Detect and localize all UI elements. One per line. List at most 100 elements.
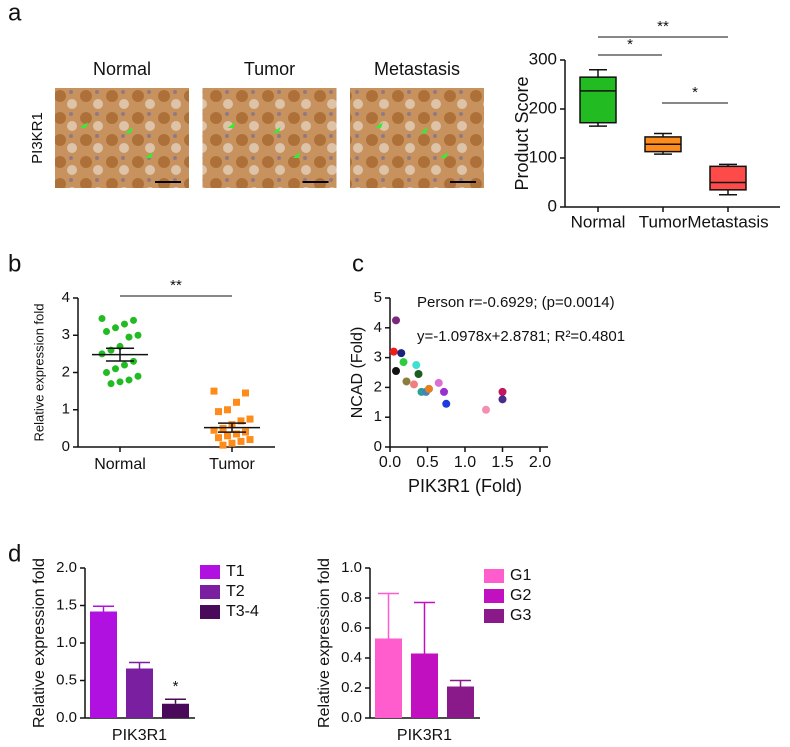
point [219,441,227,449]
point [98,314,106,322]
point [498,395,507,404]
point [224,406,231,414]
legend-swatch [484,609,504,623]
point [210,426,218,434]
point [389,347,398,356]
bar [162,703,189,718]
panel-letter: a [8,0,22,26]
y-tick-label: 0.2 [341,679,362,696]
y-tick-label: 4 [62,289,70,306]
x-tick-label: 0.0 [379,454,401,471]
arrow [80,122,88,128]
y-tick-label: 0.6 [341,619,362,636]
point [482,405,490,414]
y-tick-label: 0 [374,438,382,455]
y-tick-label: 4 [374,319,382,336]
arrow [420,127,428,133]
point [130,316,137,324]
y-axis-title: Relative expression fold [31,558,48,728]
point [103,328,110,336]
x-tick-label: PIK3R1 [397,727,452,744]
arrow [375,122,383,128]
x-axis-title: PIK3R1 (Fold) [408,476,522,496]
point [237,417,245,425]
legend-label: G2 [510,587,531,604]
point [237,437,245,445]
y-tick-label: 2 [374,378,382,395]
legend-swatch [484,569,504,583]
x-tick-label: 2.0 [529,454,551,471]
point [121,361,128,369]
x-tick-label: Tumor [639,212,688,231]
y-tick-label: 5 [374,289,382,306]
y-axis-title: Relative expression fold [316,558,333,728]
point [210,387,218,395]
bar [411,653,438,718]
point [414,369,423,378]
y-tick-label: 0.0 [56,709,77,726]
x-tick-label: Normal [94,456,146,473]
stat-annotation: y=-1.0978x+2.8781; R²=0.4801 [417,328,625,345]
bar [375,638,402,718]
image-row-label: PI3KR1 [29,112,46,164]
y-tick-label: 3 [374,349,382,366]
legend-swatch [200,605,220,619]
point [410,380,418,389]
y-tick-label: 3 [62,326,70,343]
arrow [125,127,133,133]
point [442,399,451,408]
point [397,349,406,358]
point [228,439,236,447]
point [215,408,222,416]
bar [447,686,474,718]
legend-swatch [200,565,220,579]
micrograph [202,88,337,188]
y-tick-label: 1 [374,408,382,425]
y-tick-label: 0.8 [341,589,362,606]
y-tick-label: 1.5 [56,596,77,613]
y-tick-label: 0.4 [341,649,362,666]
y-tick-label: 300 [529,49,557,68]
y-tick-label: 1.0 [341,559,362,576]
micrograph [350,88,484,188]
point [434,378,443,387]
y-tick-label: 2.0 [56,559,77,576]
significance-label: * [627,36,633,53]
point [392,367,400,376]
arrow [440,152,448,158]
legend-label: T1 [226,563,245,580]
point [215,434,222,442]
point [134,331,142,339]
point [242,389,249,397]
legend-label: G3 [510,607,531,624]
micrograph [55,88,189,188]
x-tick-label: Tumor [209,456,255,473]
legend-label: G1 [510,567,531,584]
arrow [145,152,153,158]
x-tick-label: Normal [571,212,626,231]
legend-swatch [200,585,220,599]
point [498,387,507,396]
x-tick-label: Metastasis [687,212,768,231]
arrow [292,152,301,158]
stat-annotation: Person r=-0.6929; (p=0.0014) [417,294,615,311]
legend-label: T3-4 [226,603,259,620]
image-title: Normal [93,59,151,79]
y-axis-title: Product Score [512,76,532,190]
point [246,436,254,444]
point [246,415,254,423]
point [103,369,110,376]
y-tick-label: 0.0 [341,709,362,726]
arrow [272,127,281,133]
point [392,316,400,325]
legend-label: T2 [226,583,245,600]
image-title: Metastasis [374,59,460,79]
point [125,333,133,341]
point [125,376,133,384]
point [121,320,128,328]
point [440,387,448,396]
point [116,378,124,386]
y-axis-title: Relative expression fold [31,303,46,441]
x-tick-label: 0.5 [416,454,438,471]
y-tick-label: 100 [529,147,557,166]
